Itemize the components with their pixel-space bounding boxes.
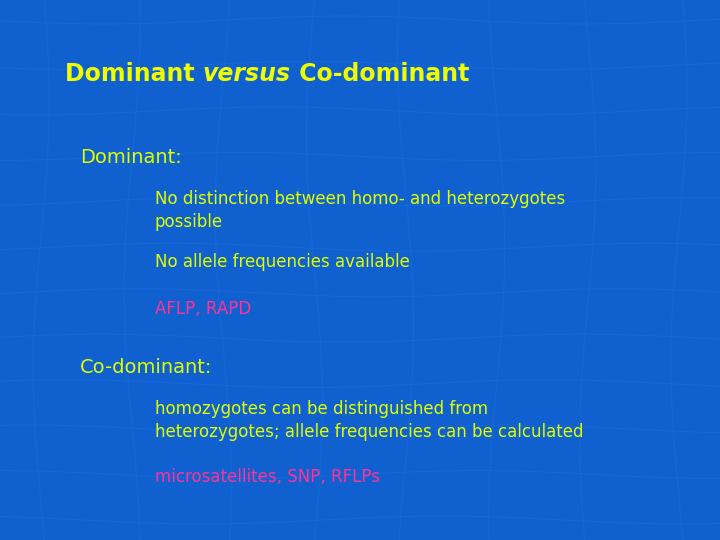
Text: Dominant: Dominant	[65, 62, 203, 86]
Text: No allele frequencies available: No allele frequencies available	[155, 253, 410, 271]
Text: Dominant:: Dominant:	[80, 148, 181, 167]
Text: No distinction between homo- and heterozygotes
possible: No distinction between homo- and heteroz…	[155, 190, 565, 231]
Text: AFLP, RAPD: AFLP, RAPD	[155, 300, 251, 318]
Text: versus: versus	[203, 62, 291, 86]
Text: homozygotes can be distinguished from
heterozygotes; allele frequencies can be c: homozygotes can be distinguished from he…	[155, 400, 583, 441]
Text: Co-dominant:: Co-dominant:	[80, 358, 212, 377]
Text: Co-dominant: Co-dominant	[291, 62, 469, 86]
Text: microsatellites, SNP, RFLPs: microsatellites, SNP, RFLPs	[155, 468, 380, 486]
